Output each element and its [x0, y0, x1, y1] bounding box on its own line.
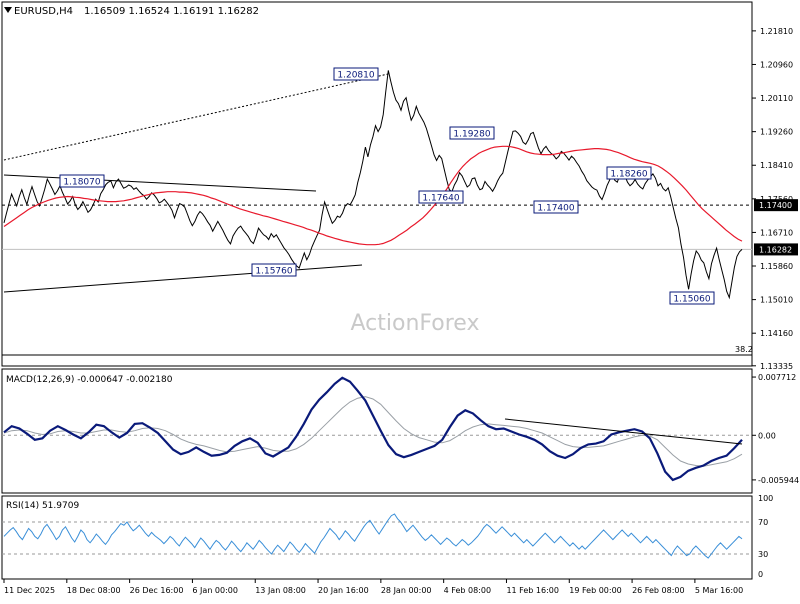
time-axis-label: 26 Feb 08:00 — [632, 586, 684, 595]
upper-channel-line[interactable] — [3, 174, 317, 192]
price-axis-label: 1.21810 — [760, 27, 793, 36]
rsi-pane[interactable] — [1, 495, 753, 580]
price-callout-box[interactable] — [606, 166, 652, 180]
price-axis-label: 1.14160 — [760, 329, 793, 338]
price-callout-label: 1.17400 — [537, 204, 574, 214]
rsi-title: RSI(14) 51.9709 — [6, 501, 79, 511]
price-axis-label: 1.19260 — [760, 128, 793, 137]
price-callout-box[interactable] — [251, 263, 297, 277]
dotted-trendline[interactable] — [3, 73, 389, 161]
fib-level-label: 38.2 — [735, 345, 753, 354]
price-callout-box[interactable] — [533, 200, 579, 214]
price-axis-label: 1.20960 — [760, 60, 793, 69]
price-axis-label: 1.15010 — [760, 296, 793, 305]
price-callout-box[interactable] — [669, 291, 715, 305]
time-axis-label: 19 Feb 00:00 — [569, 586, 621, 595]
rsi-axis-label: 0 — [758, 570, 763, 579]
macd-line — [3, 376, 743, 482]
price-callout-label: 1.15760 — [255, 267, 292, 277]
current-price-tag: 1.16282 — [759, 245, 792, 254]
moving-average-line — [3, 145, 743, 246]
time-axis-label: 11 Dec 2025 — [4, 586, 55, 595]
time-axis-label: 4 Feb 08:00 — [444, 586, 491, 595]
price-callout-box[interactable] — [418, 190, 464, 204]
chart-header: EURUSD,H4 1.16509 1.16524 1.16191 1.1628… — [4, 6, 259, 17]
price-axis-label: 1.15860 — [760, 262, 793, 271]
price-axis-label: 1.16710 — [760, 228, 793, 237]
level-price-tag: 1.17400 — [759, 201, 792, 210]
time-axis-label: 5 Mar 16:00 — [695, 586, 743, 595]
level-price-tag-bg — [754, 199, 798, 212]
price-callout-box[interactable] — [449, 126, 495, 140]
macd-axis-label: -0.005944 — [758, 476, 799, 485]
symbol-label: EURUSD,H4 — [14, 6, 73, 17]
price-callout-box[interactable] — [333, 67, 379, 81]
price-callout-label: 1.18260 — [610, 170, 647, 180]
macd-axis-label: 0.00 — [758, 431, 776, 440]
ohlc-values: 1.16509 1.16524 1.16191 1.16282 — [84, 6, 259, 17]
current-price-tag-bg — [754, 243, 798, 256]
time-axis-label: 20 Jan 16:00 — [318, 586, 369, 595]
rsi-axis-label: 100 — [758, 494, 773, 503]
macd-trendline[interactable] — [504, 418, 743, 445]
price-pane[interactable] — [1, 1, 753, 367]
time-axis-label: 28 Jan 00:00 — [381, 586, 432, 595]
time-axis-label: 11 Feb 16:00 — [506, 586, 558, 595]
time-axis-label: 13 Jan 08:00 — [255, 586, 306, 595]
price-callout-label: 1.17640 — [422, 194, 459, 204]
price-axis-label: 1.20110 — [760, 94, 793, 103]
time-axis-label: 26 Dec 16:00 — [130, 586, 184, 595]
price-callout-label: 1.20810 — [337, 71, 374, 81]
watermark: ActionForex — [351, 311, 480, 336]
rsi-line — [3, 513, 743, 559]
time-axis-label: 18 Dec 08:00 — [67, 586, 121, 595]
collapse-triangle-icon[interactable] — [4, 7, 12, 13]
price-axis-label: 1.13335 — [760, 362, 793, 371]
price-axis-label: 1.18410 — [760, 161, 793, 170]
price-callout-label: 1.18070 — [63, 178, 100, 188]
time-axis-label: 6 Jan 00:00 — [192, 586, 238, 595]
price-callout-label: 1.19280 — [453, 130, 490, 140]
rsi-axis-label: 70 — [758, 518, 768, 527]
macd-title: MACD(12,26,9) -0.000647 -0.002180 — [6, 375, 173, 385]
price-callout-box[interactable] — [59, 174, 105, 188]
rsi-axis-label: 30 — [758, 550, 768, 559]
price-callout-label: 1.15060 — [673, 295, 710, 305]
lower-channel-line[interactable] — [3, 264, 363, 293]
macd-axis-label: 0.007712 — [758, 373, 796, 382]
